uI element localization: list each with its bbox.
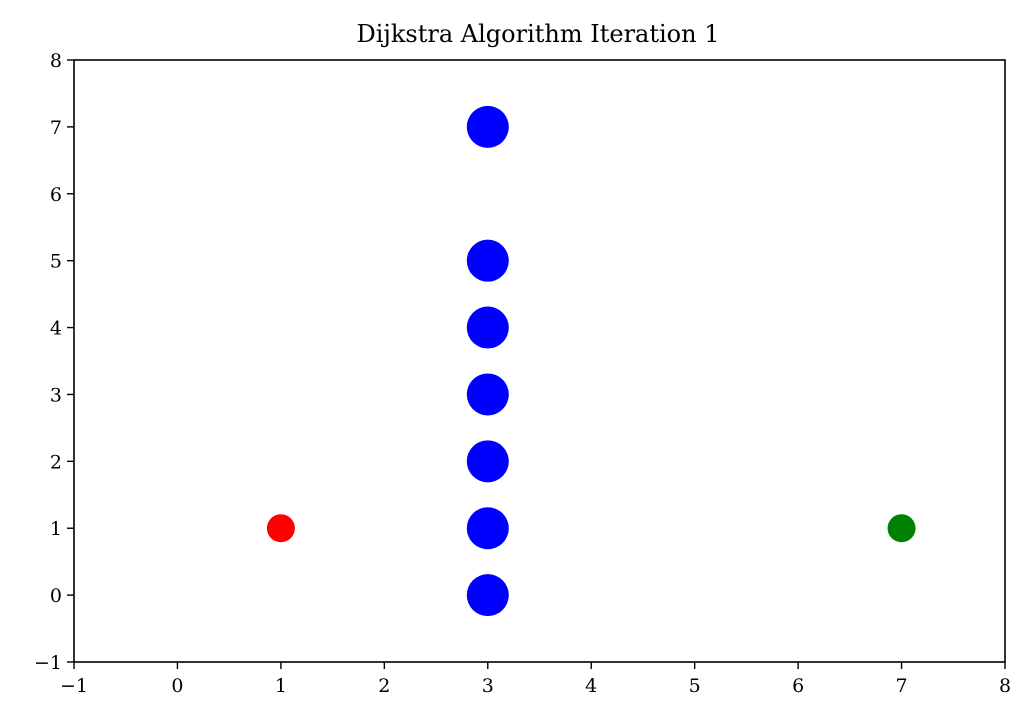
scatter-point: [266, 514, 295, 543]
x-tick-label: 0: [171, 675, 183, 697]
x-tick-label: −1: [60, 675, 88, 697]
points-layer: [266, 105, 916, 617]
y-tick-label: 1: [50, 518, 62, 540]
scatter-point: [466, 239, 509, 282]
y-tick-label: 8: [50, 50, 62, 72]
scatter-point: [466, 507, 509, 550]
y-tick-label: −1: [34, 652, 62, 674]
x-tick-label: 1: [275, 675, 287, 697]
ticks-layer: −1 0 1 2 3 4 5 6 7 8 −1 0 1 2 3 4 5 6 7 8: [34, 50, 1011, 697]
scatter-point: [466, 105, 509, 148]
scatter-point: [466, 440, 509, 483]
x-tick-label: 5: [689, 675, 701, 697]
x-tick-label: 8: [999, 675, 1011, 697]
y-tick-label: 3: [50, 384, 62, 406]
scatter-point: [887, 514, 916, 543]
scatter-point: [466, 574, 509, 617]
scatter-point: [466, 373, 509, 416]
y-tick-label: 5: [50, 251, 62, 273]
y-tick-label: 6: [50, 184, 62, 206]
x-tick-label: 4: [585, 675, 597, 697]
plot-frame: [73, 59, 1006, 663]
y-tick-label: 0: [50, 585, 62, 607]
chart-title: Dijkstra Algorithm Iteration 1: [357, 20, 720, 48]
y-tick-label: 2: [50, 451, 62, 473]
y-tick-label: 4: [50, 318, 62, 340]
scatter-point: [466, 306, 509, 349]
y-tick-label: 7: [50, 117, 62, 139]
x-tick-label: 3: [482, 675, 494, 697]
x-tick-label: 2: [378, 675, 390, 697]
x-tick-label: 6: [792, 675, 804, 697]
x-tick-label: 7: [896, 675, 908, 697]
